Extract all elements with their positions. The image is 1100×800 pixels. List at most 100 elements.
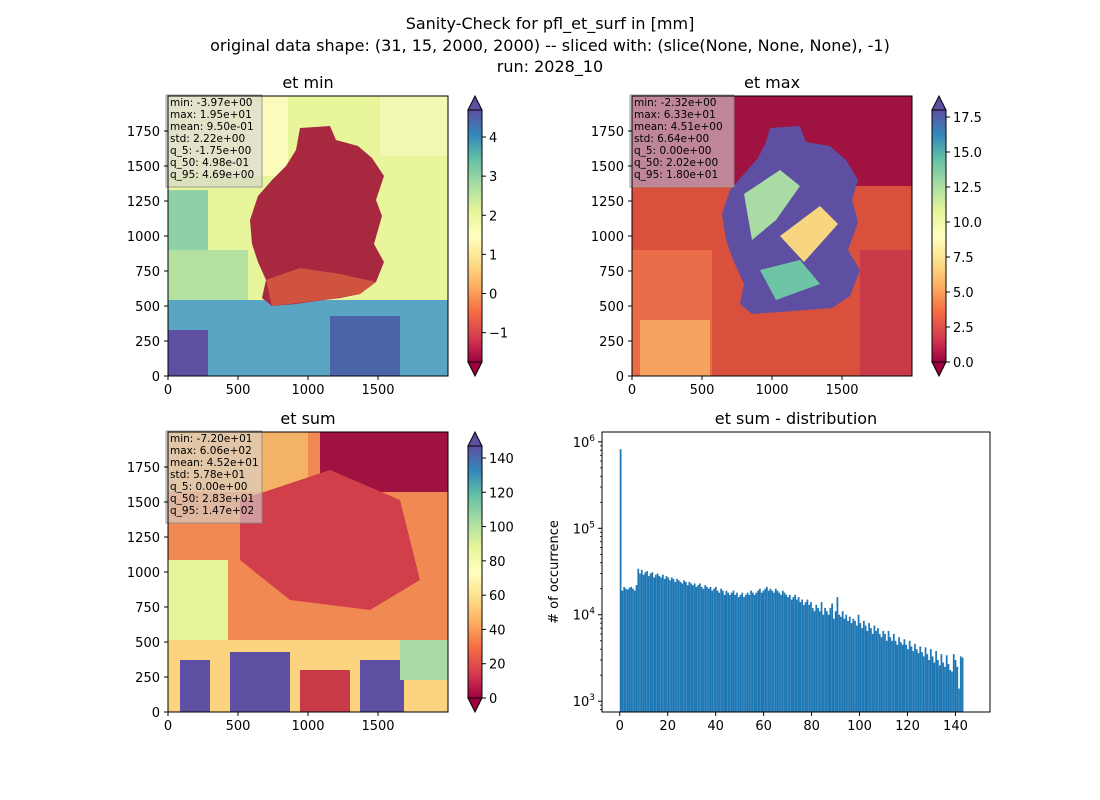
x-ticks: 0 500 1000 1500 (164, 376, 395, 398)
x-tick-label: 1000 (291, 383, 324, 398)
colorbar-tick-label: 120 (489, 486, 514, 501)
x-tick-label: 1500 (825, 383, 858, 398)
stat-line: min: -7.20e+01 (170, 433, 252, 445)
histogram-bar (929, 649, 932, 712)
panel-title-et-min: et min (282, 73, 333, 92)
colorbar-tick-label: 5.0 (953, 286, 974, 301)
colorbar-tick-label: 100 (489, 521, 514, 536)
histogram-bar (959, 656, 962, 712)
histogram-bar (887, 630, 890, 712)
histogram-bar (797, 597, 800, 712)
y-tick-label: 250 (135, 671, 160, 686)
histogram-bar (653, 577, 655, 712)
histogram-bar (852, 618, 855, 712)
histogram-bar (697, 585, 700, 712)
histogram-bar (873, 625, 876, 712)
colorbar-tick-label: 4 (489, 131, 497, 146)
histogram-bar (778, 592, 781, 712)
stat-line: q_95: 4.69e+00 (170, 169, 254, 181)
stat-line: q_5: 0.00e+00 (170, 481, 247, 493)
heatmap-image-et-min (168, 96, 448, 376)
histogram-bar (815, 604, 818, 712)
histogram-bar (721, 590, 724, 712)
histogram-bar (921, 652, 923, 712)
x-tick-label: 60 (755, 719, 772, 734)
histogram-bar (892, 633, 895, 712)
histogram-bar (684, 581, 687, 712)
histogram-bar (817, 607, 819, 712)
histogram-bar (676, 578, 678, 712)
x-ticks: 0 500 1000 1500 (628, 376, 859, 398)
histogram-bar (917, 653, 920, 712)
histogram-bar (861, 628, 863, 712)
histogram-bar (933, 662, 936, 712)
histogram-bar (958, 688, 960, 712)
stat-line: q_5: -1.75e+00 (170, 145, 251, 157)
histogram-bar (774, 588, 777, 712)
histogram-bar (640, 569, 643, 712)
y-tick-label: 1250 (127, 531, 160, 546)
histogram-bar (771, 590, 774, 712)
histogram-bar (903, 639, 906, 712)
x-tick-label: 120 (895, 719, 920, 734)
colorbar-tick-label: 0.0 (953, 356, 974, 371)
histogram-bar (954, 659, 957, 712)
x-tick-label: 0 (616, 719, 624, 734)
histogram-bar (743, 597, 745, 712)
histogram-bar (695, 586, 698, 712)
histogram-bar (660, 577, 663, 712)
y-ticks: 0 250 500 750 1000 1250 1500 1750 (127, 125, 168, 385)
histogram-bar (831, 603, 834, 712)
histogram-bar (753, 594, 756, 712)
histogram-bar (633, 590, 636, 712)
histogram-bar (880, 637, 883, 712)
histogram-bar (792, 597, 795, 712)
histogram-bars (619, 449, 964, 712)
histogram-bar (776, 590, 779, 712)
histogram-bar (702, 588, 705, 712)
stats-box-et-sum: min: -7.20e+01 max: 6.06e+02 mean: 4.52e… (165, 430, 263, 524)
histogram-bar (625, 588, 627, 712)
histogram-bar (656, 573, 659, 712)
x-ticks: 0 20 40 60 80 100 120 140 (616, 712, 968, 734)
x-tick-label: 1500 (361, 383, 394, 398)
histogram-bar (811, 607, 814, 712)
histogram-bar (746, 592, 749, 712)
histogram-bar (803, 604, 805, 712)
histogram-bar (836, 597, 839, 712)
histogram-bar (639, 573, 641, 712)
histogram-bar (901, 644, 904, 712)
y-tick-label: 500 (599, 300, 624, 315)
histogram-bar (700, 586, 703, 712)
x-tick-label: 1500 (361, 719, 394, 734)
histogram-bar (674, 581, 677, 712)
colorbar-tick-label: 140 (489, 452, 514, 467)
histogram-bar (787, 597, 789, 712)
x-tick-label: 0 (164, 719, 172, 734)
colorbar-tick-label: 10.0 (953, 216, 982, 231)
panel-title-et-max: et max (744, 73, 800, 92)
colorbar-tick-label: 1 (489, 248, 497, 263)
histogram-bar (748, 594, 751, 712)
histogram-bar (810, 602, 812, 712)
colorbar-tick-label: 80 (489, 555, 506, 570)
colorbar-tick-label: 7.5 (953, 251, 974, 266)
histogram-bar (949, 669, 952, 712)
figure-title-line-1: Sanity-Check for pfl_et_surf in [mm] (406, 14, 695, 34)
histogram-bar (647, 576, 650, 712)
y-tick-label: 1500 (127, 496, 160, 511)
stats-box-et-max: min: -2.32e+00 max: 6.33e+01 mean: 4.51e… (629, 94, 735, 188)
histogram-bar (781, 590, 784, 712)
histogram-bar (670, 577, 673, 712)
histogram-bar (686, 585, 689, 712)
histogram-bar (669, 580, 671, 712)
y-tick-label: 1750 (127, 461, 160, 476)
histogram-bar (825, 611, 828, 712)
x-tick-label: 20 (659, 719, 676, 734)
stat-line: q_95: 1.47e+02 (170, 505, 254, 517)
histogram-panel: et sum - distribution 0 20 40 60 80 100 120 140… (547, 409, 991, 734)
histogram-bar (884, 633, 886, 712)
histogram-bar (720, 588, 722, 712)
histogram-bar (829, 607, 832, 712)
